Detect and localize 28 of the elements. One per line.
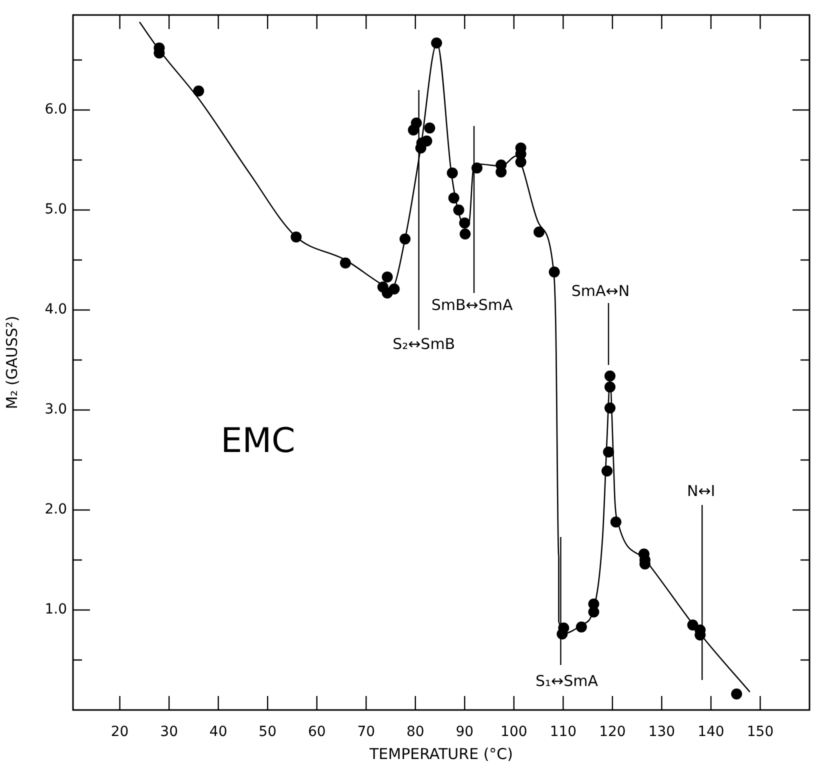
x-tick-label: 80 — [406, 724, 424, 740]
y-axis-title: M₂ (GAUSS²) — [2, 316, 21, 410]
x-tick-label: 30 — [160, 724, 178, 740]
y-tick-label: 5.0 — [44, 202, 67, 218]
x-tick-label: 130 — [648, 724, 676, 740]
x-tick-label: 90 — [456, 724, 474, 740]
y-tick-label: 3.0 — [44, 402, 67, 418]
y-tick-label: 6.0 — [44, 102, 67, 118]
ref-line-label: SmB↔SmA — [431, 296, 514, 314]
y-tick-label: 1.0 — [44, 602, 67, 618]
x-tick-label: 60 — [308, 724, 326, 740]
x-tick-label: 40 — [209, 724, 228, 740]
y-tick-label: 4.0 — [44, 302, 67, 318]
x-tick-label: 70 — [357, 724, 376, 740]
ref-line-label: S₂↔SmB — [392, 334, 456, 353]
x-tick-label: 20 — [110, 724, 129, 740]
x-tick-label: 110 — [550, 724, 577, 740]
annotation: EMC — [220, 420, 296, 461]
x-axis-title: TEMPERATURE (°C) — [368, 744, 514, 763]
ref-line-label: SmA↔N — [571, 282, 630, 300]
x-tick-label: 120 — [599, 724, 626, 740]
y-tick-label: 2.0 — [44, 502, 67, 518]
ref-line-label: S₁↔SmA — [535, 672, 599, 690]
x-tick-label: 150 — [746, 724, 774, 740]
x-tick-label: 50 — [258, 724, 277, 740]
ref-line-label: N↔I — [686, 482, 716, 500]
x-tick-label: 100 — [500, 724, 528, 740]
x-tick-label: 140 — [698, 724, 724, 740]
